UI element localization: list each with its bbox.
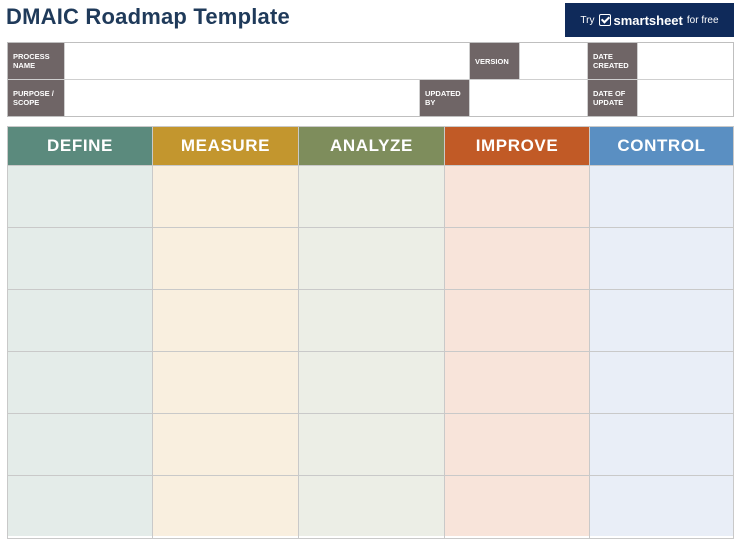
phase-column-measure: MEASURE [153,127,299,538]
promo-brand-text: smartsheet [613,12,683,28]
dmaic-grid: DEFINE MEASURE ANALYZE IMPROVE CONTROL [7,126,734,539]
phase-cell[interactable] [8,475,152,536]
phase-cell[interactable] [445,227,589,289]
date-of-update-field[interactable] [638,80,733,116]
phase-cell[interactable] [299,165,444,227]
phase-cell[interactable] [445,413,589,475]
phase-cell[interactable] [299,289,444,351]
process-name-label: PROCESS NAME [8,43,65,80]
phase-cell[interactable] [590,289,733,351]
phase-cell[interactable] [8,413,152,475]
phase-cell[interactable] [153,289,298,351]
phase-cell[interactable] [8,227,152,289]
phase-column-define: DEFINE [8,127,153,538]
process-info-table: PROCESS NAME VERSION DATE CREATED PURPOS… [7,42,734,117]
smartsheet-promo-button[interactable]: Try smartsheet for free [565,3,734,37]
phase-header-define: DEFINE [8,127,152,165]
phase-cell[interactable] [8,165,152,227]
phase-cell[interactable] [590,165,733,227]
version-label: VERSION [470,43,520,80]
phase-cell[interactable] [445,351,589,413]
phase-header-control: CONTROL [590,127,733,165]
phase-cell[interactable] [590,227,733,289]
phase-cell[interactable] [8,289,152,351]
page-title: DMAIC Roadmap Template [6,4,290,29]
promo-suffix-text: for free [686,14,719,26]
phase-column-control: CONTROL [590,127,733,538]
phase-cell[interactable] [153,475,298,536]
phase-cell[interactable] [590,351,733,413]
date-of-update-label: DATE OF UPDATE [588,80,638,116]
phase-cell[interactable] [299,227,444,289]
phase-header-improve: IMPROVE [445,127,589,165]
purpose-scope-label: PURPOSE / SCOPE [8,80,65,116]
phase-cell[interactable] [299,413,444,475]
phase-cell[interactable] [299,351,444,413]
phase-cell[interactable] [299,475,444,536]
phase-cell[interactable] [445,165,589,227]
phase-cell[interactable] [590,413,733,475]
updated-by-label: UPDATED BY [420,80,470,116]
purpose-scope-field[interactable] [65,80,420,116]
smartsheet-check-icon [598,14,611,26]
process-name-field[interactable] [65,43,470,80]
version-field[interactable] [520,43,588,80]
promo-try-text: Try [580,14,595,26]
date-created-field[interactable] [638,43,733,80]
phase-column-improve: IMPROVE [445,127,590,538]
date-created-label: DATE CREATED [588,43,638,80]
phase-header-analyze: ANALYZE [299,127,444,165]
phase-cell[interactable] [8,351,152,413]
phase-cell[interactable] [153,413,298,475]
phase-header-measure: MEASURE [153,127,298,165]
phase-cell[interactable] [445,475,589,536]
updated-by-field[interactable] [470,80,588,116]
phase-cell[interactable] [445,289,589,351]
phase-cell[interactable] [153,351,298,413]
phase-cell[interactable] [590,475,733,536]
phase-column-analyze: ANALYZE [299,127,445,538]
phase-cell[interactable] [153,165,298,227]
phase-cell[interactable] [153,227,298,289]
